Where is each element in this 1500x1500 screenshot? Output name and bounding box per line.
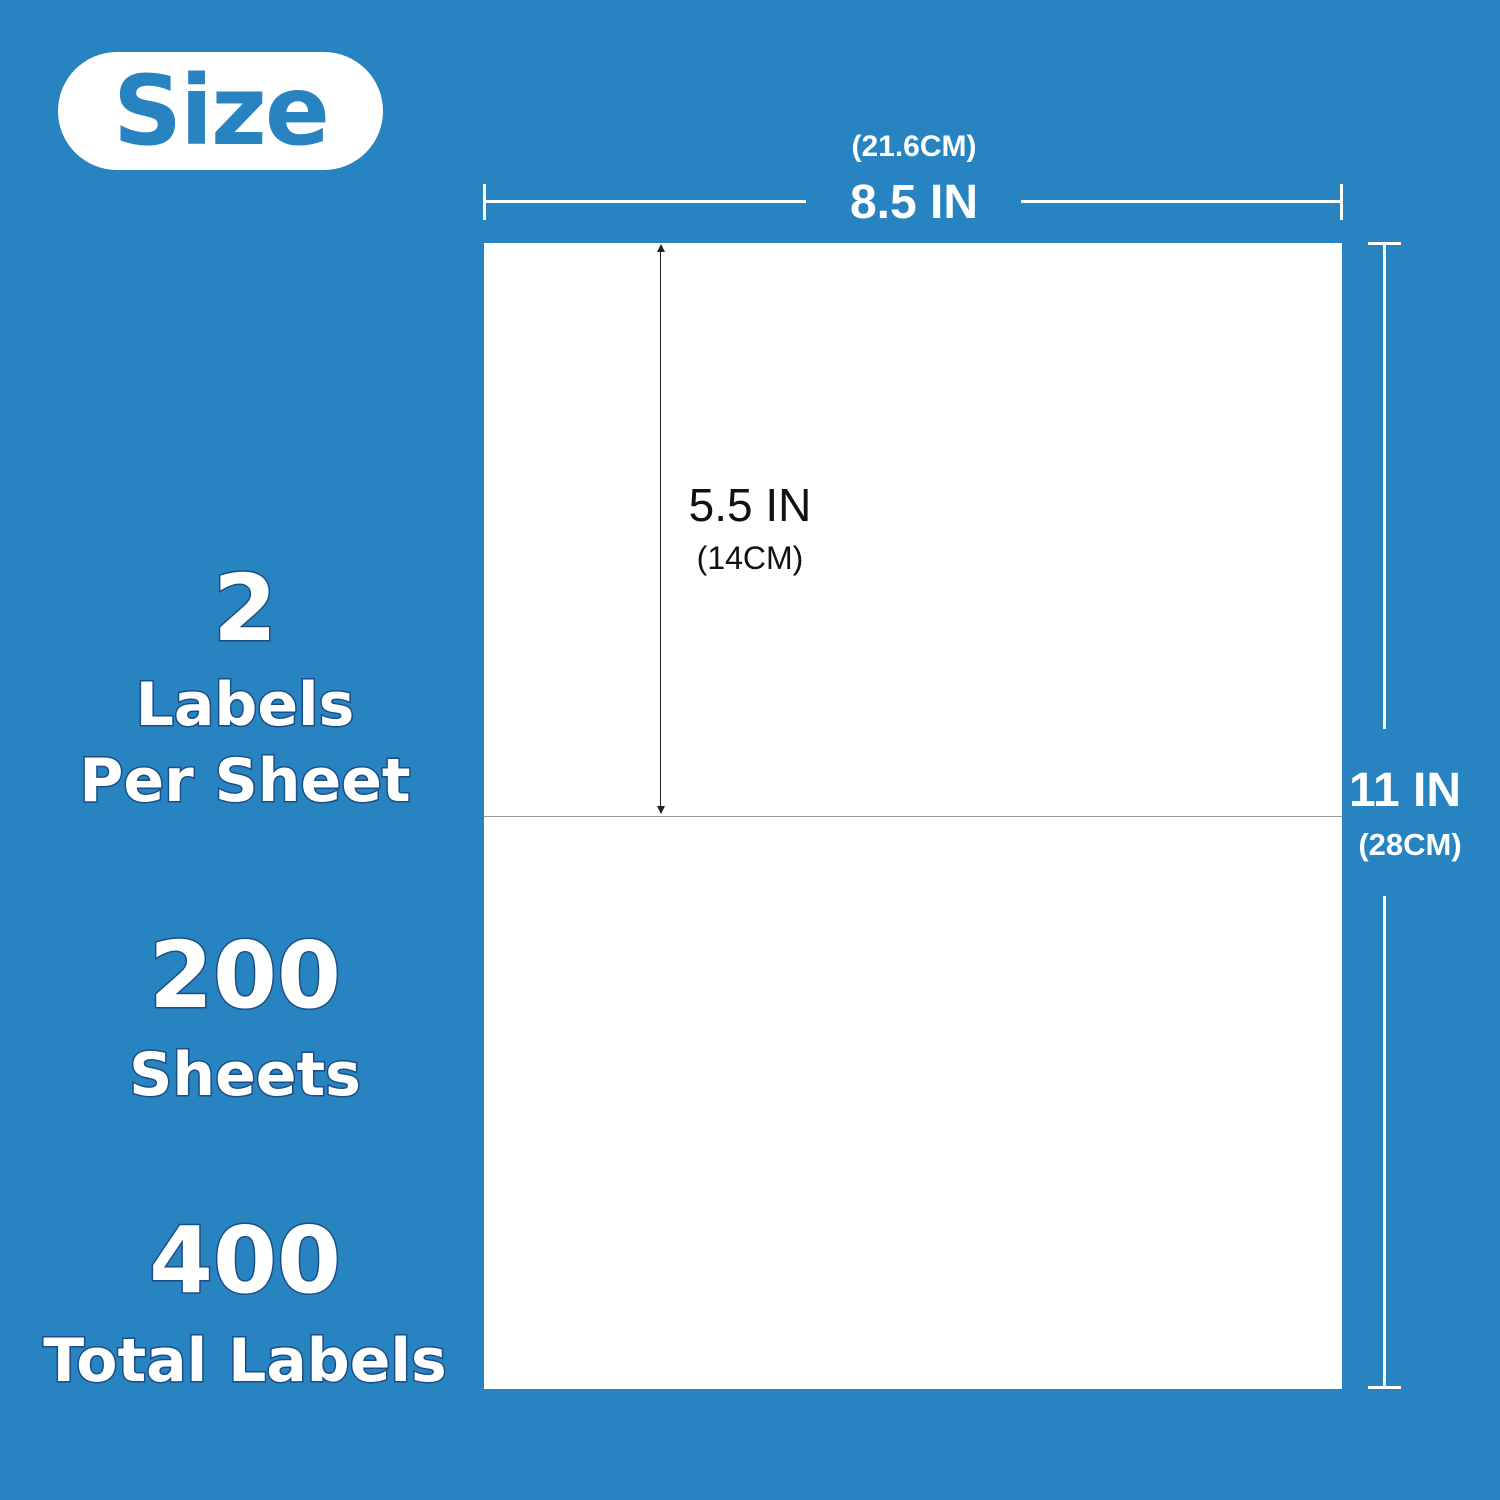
sheets-number: 200	[147, 921, 342, 1031]
labels-per-sheet-number: 2	[211, 554, 278, 664]
size-badge: Size	[58, 52, 383, 170]
height-imperial: 11 IN	[1348, 764, 1462, 817]
width-arrow-right	[1021, 200, 1342, 203]
width-imperial: 8.5 IN	[849, 176, 979, 229]
arrow-down-icon	[657, 806, 665, 814]
total-labels-number: 400	[147, 1206, 342, 1316]
height-metric: (28CM)	[1358, 827, 1462, 862]
label-height-imperial: 5.5 IN	[688, 479, 812, 531]
label-height-metric: (14CM)	[696, 540, 804, 576]
label-height-arrow	[660, 246, 661, 813]
width-tick-left	[483, 184, 486, 220]
labels-per-sheet-line2: Per Sheet	[78, 745, 412, 818]
height-arrow-bottom	[1383, 896, 1386, 1388]
label-divider	[484, 816, 1342, 817]
sheets-label: Sheets	[128, 1039, 363, 1112]
height-arrow-top	[1383, 242, 1386, 729]
height-tick-bottom	[1368, 1386, 1401, 1389]
width-tick-right	[1340, 184, 1343, 220]
width-metric: (21.6CM)	[851, 130, 977, 163]
labels-per-sheet-line1: Labels	[134, 669, 356, 742]
size-badge-label: Size	[112, 55, 330, 167]
width-arrow-left	[484, 200, 806, 203]
total-labels-label: Total Labels	[42, 1325, 448, 1398]
arrow-up-icon	[657, 244, 665, 252]
